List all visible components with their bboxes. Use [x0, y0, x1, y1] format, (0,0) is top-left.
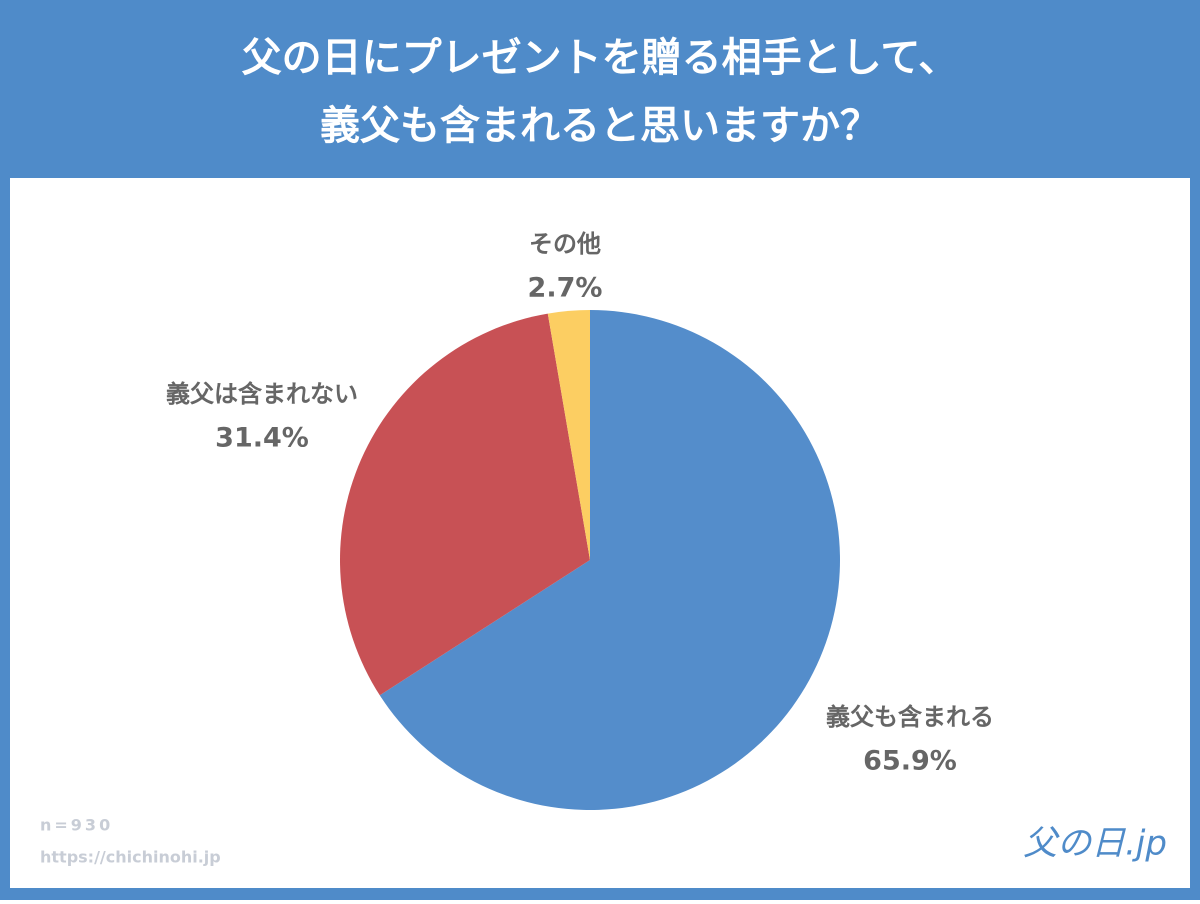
logo: 父の日.jp — [1023, 824, 1167, 864]
sample-note: n=930 — [40, 816, 113, 835]
value-label: 2.7% — [528, 273, 603, 304]
pie-slice — [547, 310, 590, 560]
chart-title: 父の日にプレゼントを贈る相手として、 — [242, 35, 959, 81]
value-label: 65.9% — [863, 746, 957, 777]
slice-label: 義父は含まれない — [166, 380, 358, 408]
slice-label: その他 — [529, 230, 601, 258]
pie-slice — [339, 313, 590, 696]
source-note: https://chichinohi.jp — [40, 848, 221, 867]
slice-label: 義父も含まれる — [826, 703, 994, 731]
pie-slice — [379, 310, 840, 810]
value-label: 31.4% — [215, 423, 309, 454]
chart-title: 義父も含まれると思いますか？ — [320, 103, 880, 149]
